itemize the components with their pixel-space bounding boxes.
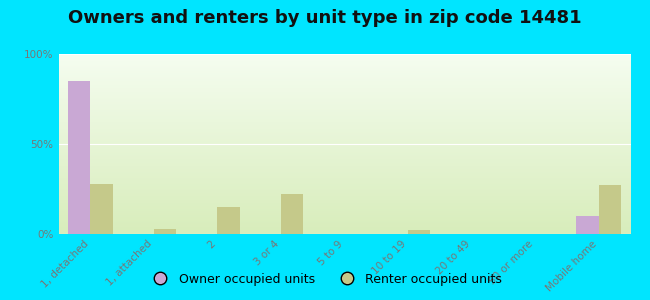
Bar bbox=[217, 207, 240, 234]
Bar bbox=[90, 184, 112, 234]
Bar bbox=[408, 230, 430, 234]
Bar bbox=[577, 216, 599, 234]
Bar bbox=[154, 229, 176, 234]
Bar bbox=[281, 194, 303, 234]
Bar bbox=[68, 81, 90, 234]
Bar bbox=[599, 185, 621, 234]
Text: Owners and renters by unit type in zip code 14481: Owners and renters by unit type in zip c… bbox=[68, 9, 582, 27]
Legend: Owner occupied units, Renter occupied units: Owner occupied units, Renter occupied un… bbox=[143, 268, 507, 291]
